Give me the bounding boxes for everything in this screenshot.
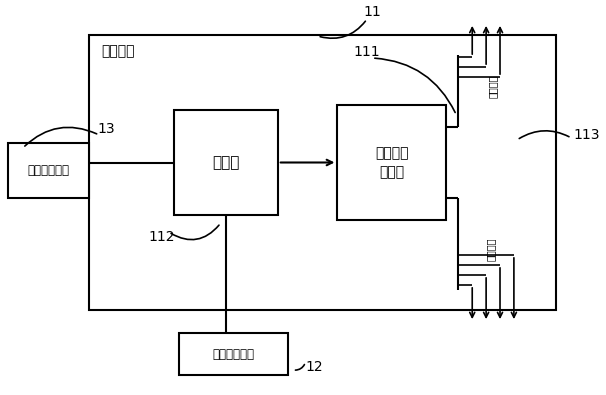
Text: 毫米波雷
达模块: 毫米波雷 达模块: [375, 146, 408, 179]
Bar: [338, 105, 447, 220]
Text: 雷达模组: 雷达模组: [101, 44, 135, 58]
Text: 接收天线: 接收天线: [486, 237, 496, 261]
Bar: [179, 333, 288, 375]
Text: 11: 11: [363, 5, 381, 19]
Text: 第一定位模块: 第一定位模块: [212, 348, 254, 361]
Bar: [173, 110, 278, 215]
Text: 第二通信单元: 第二通信单元: [28, 164, 70, 177]
Bar: [89, 35, 556, 310]
Text: 112: 112: [148, 230, 175, 244]
Text: 发射天线: 发射天线: [488, 74, 498, 98]
Text: 12: 12: [305, 360, 323, 374]
Text: 13: 13: [97, 122, 115, 136]
Text: 处理器: 处理器: [212, 155, 239, 170]
Text: 113: 113: [573, 128, 600, 142]
Bar: [8, 143, 89, 198]
Text: 111: 111: [354, 45, 381, 59]
